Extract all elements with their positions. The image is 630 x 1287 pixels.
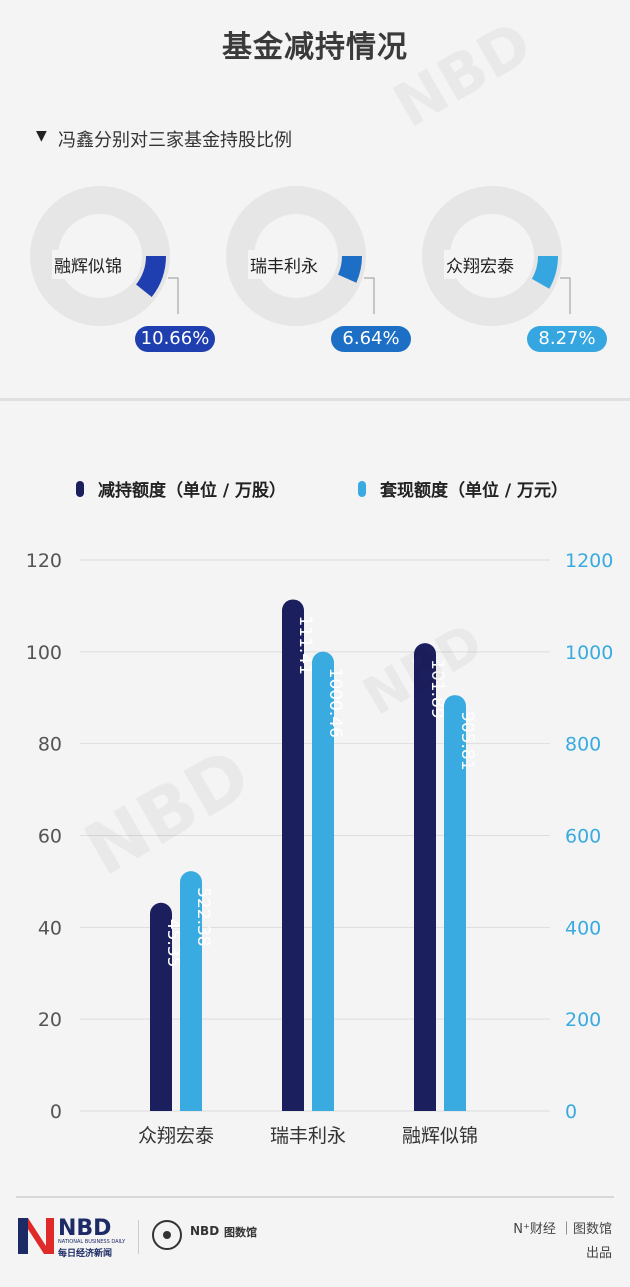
donut-3 (422, 186, 571, 326)
nbd-logo: NBD NATIONAL BUSINESS DAILY 每日经济新闻 (18, 1216, 138, 1259)
bar-series2 (444, 695, 466, 1111)
bar-series1 (282, 599, 304, 1111)
legend-label-series1: 减持额度（单位 / 万股） (98, 481, 287, 501)
credit-line-2: 出品 (585, 1246, 612, 1261)
y-tick-left: 0 (50, 1101, 62, 1123)
credit-line-1: N⁺财经 ｜图数馆 (513, 1222, 612, 1237)
data-label-series2: 1000.46 (325, 668, 345, 738)
tushuguan-logo-nbd: NBD (190, 1224, 220, 1238)
subtitle-text: 冯鑫分别对三家基金持股比例 (58, 130, 292, 151)
legend-swatch-series1 (76, 480, 84, 497)
donut-pct-badge: 8.27% (527, 326, 607, 352)
leader-line (168, 277, 179, 314)
bar-series1 (414, 643, 436, 1111)
bar-series2 (180, 871, 202, 1111)
y-tick-left: 20 (38, 1009, 62, 1031)
y-tick-left: 80 (38, 734, 62, 756)
y-tick-right: 800 (565, 734, 601, 756)
y-tick-left: 60 (38, 826, 62, 848)
y-tick-right: 400 (565, 917, 601, 939)
y-tick-right: 0 (565, 1101, 577, 1123)
y-tick-right: 1000 (565, 642, 613, 664)
y-tick-left: 100 (26, 642, 62, 664)
legend-swatch-series2 (358, 480, 366, 497)
donut-slice (136, 256, 166, 297)
donut-slice (338, 256, 362, 283)
page-title: 基金减持情况 (222, 30, 408, 65)
data-label-series2: 522.38 (193, 887, 213, 946)
legend-item-series2: 套现额度（单位 / 万元） (358, 476, 568, 501)
footer-vline (138, 1220, 139, 1254)
legend-label-series2: 套现额度（单位 / 万元） (380, 481, 569, 501)
donut-2 (226, 186, 375, 326)
donut-slice (531, 256, 558, 289)
tushuguan-logo-name: 图数馆 (224, 1226, 257, 1239)
donut-pct-badge: 10.66% (135, 326, 215, 352)
x-tick-label: 融辉似锦 (402, 1125, 478, 1147)
donut-pct-badge: 6.64% (331, 326, 411, 352)
footer-divider (16, 1196, 614, 1198)
triangle-down-icon: ▼ (36, 128, 47, 144)
donut-label: 瑞丰利永 (248, 250, 320, 279)
data-label-series1: 101.89 (427, 659, 447, 718)
y-tick-right: 200 (565, 1009, 601, 1031)
leader-line (364, 277, 375, 314)
nbd-logo-mark (18, 1218, 54, 1254)
data-label-series1: 45.35 (163, 919, 183, 968)
y-tick-right: 1200 (565, 550, 613, 572)
donut-label: 融辉似锦 (52, 250, 124, 279)
legend-item-series1: 减持额度（单位 / 万股） (76, 476, 286, 501)
leader-line (560, 277, 571, 314)
bar-series1 (150, 902, 172, 1111)
bar-series2 (312, 651, 334, 1111)
y-tick-left: 40 (38, 917, 62, 939)
tushuguan-dot-icon (163, 1231, 171, 1239)
y-tick-right: 600 (565, 826, 601, 848)
nbd-logo-text: NBD (58, 1216, 112, 1241)
data-label-series1: 111.41 (295, 615, 315, 674)
nbd-logo-sub: 每日经济新闻 (58, 1249, 113, 1259)
tushuguan-circle-icon (152, 1220, 182, 1250)
donut-label: 众翔宏泰 (444, 250, 516, 279)
data-label-series2: 905.81 (457, 711, 477, 770)
tushuguan-logo: NBD 图数馆 (152, 1218, 282, 1254)
subtitle: ▼ 冯鑫分别对三家基金持股比例 (36, 126, 292, 152)
section-divider (0, 398, 630, 401)
donut-1 (30, 186, 179, 326)
x-tick-label: 瑞丰利永 (270, 1125, 346, 1147)
nbd-logo-tiny: NATIONAL BUSINESS DAILY (58, 1239, 126, 1245)
x-tick-label: 众翔宏泰 (138, 1125, 214, 1147)
y-tick-left: 120 (26, 550, 62, 572)
